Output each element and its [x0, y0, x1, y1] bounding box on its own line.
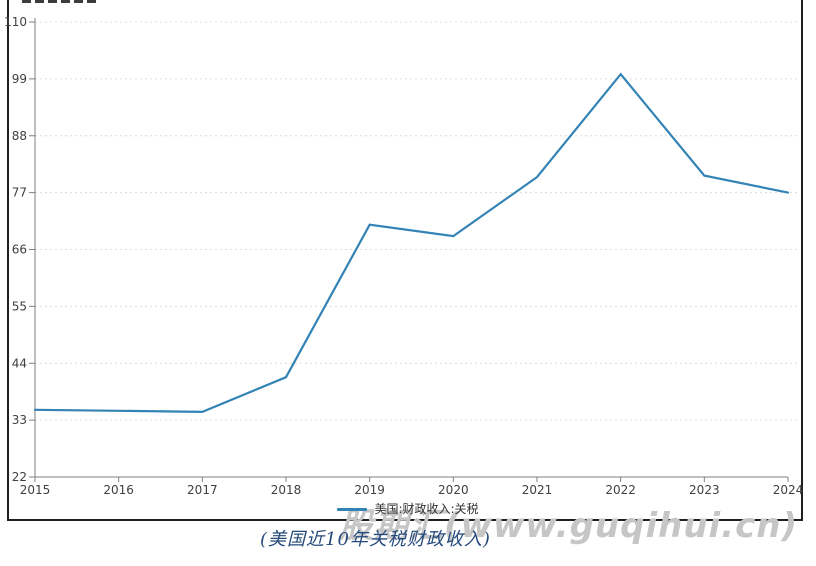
cropped-text-fragment: [22, 0, 100, 3]
legend: 美国:财政收入:关税: [0, 501, 816, 517]
plot-svg: 22 33 44 55 66 77 88 99 110 2015 2016 2017 2018 2019 2…: [4, 15, 804, 497]
x-axis-tick-label: 2017: [187, 483, 218, 497]
y-axis-tick-label: 22: [12, 470, 27, 484]
legend-line-icon: [337, 507, 368, 511]
y-axis-tick-label: 110: [4, 15, 27, 29]
watermark-text: 股期汇(www.guqihui.cn): [339, 506, 798, 546]
data-series-line: [33, 72, 790, 414]
legend-label: 美国:财政收入:关税: [374, 502, 479, 516]
y-axis-tick-label: 44: [12, 356, 27, 370]
y-axis-tick-label: 77: [12, 186, 27, 200]
y-axis-tick-label: 55: [12, 299, 27, 313]
x-axis-tick-label: 2018: [271, 483, 302, 497]
y-axis-tick-label: 33: [12, 413, 27, 427]
chart-caption: (美国近10年关税财政收入): [260, 529, 491, 550]
x-axis-tick-label: 2020: [438, 483, 469, 497]
y-axis-tick-label: 99: [12, 72, 27, 86]
x-axis-tick-label: 2022: [605, 483, 636, 497]
x-axis-tick-label: 2019: [354, 483, 385, 497]
x-axis-tick-label: 2024: [773, 483, 804, 497]
x-axis-tick-label: 2015: [20, 483, 51, 497]
chart-frame: [7, 0, 803, 521]
x-axis-tick-label: 2021: [522, 483, 553, 497]
x-axis-tick-label: 2016: [103, 483, 134, 497]
y-axis-tick-label: 88: [12, 129, 27, 143]
x-axis-tick-label: 2023: [689, 483, 720, 497]
y-axis-tick-label: 66: [12, 243, 27, 257]
